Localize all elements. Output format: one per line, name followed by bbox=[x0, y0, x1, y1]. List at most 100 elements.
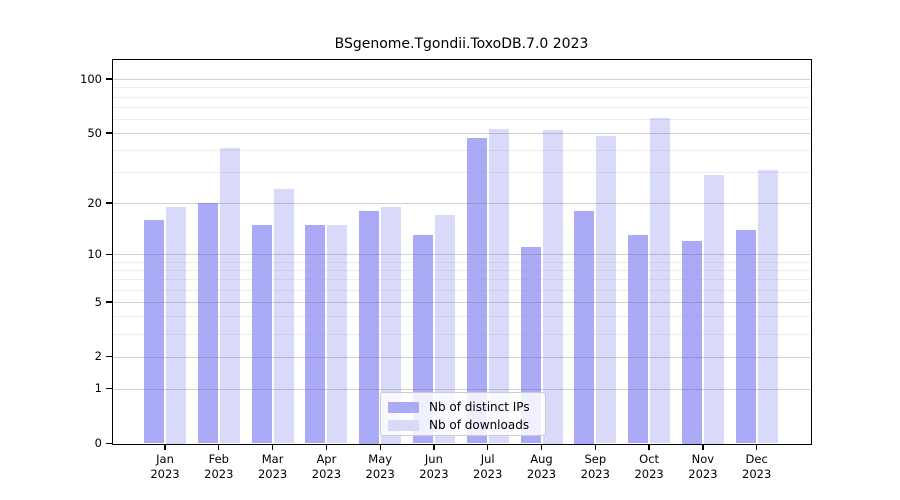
bar-distinct-ips-jun bbox=[412, 235, 433, 444]
bar-downloads-oct bbox=[650, 117, 671, 444]
x-label-year: 2023 bbox=[150, 467, 180, 481]
x-tick-may bbox=[379, 444, 381, 450]
bar-downloads-feb bbox=[219, 148, 240, 444]
bar-downloads-may bbox=[381, 207, 402, 444]
gridline-minor-40 bbox=[113, 150, 810, 152]
x-tick-label-feb: Feb 2023 bbox=[189, 452, 249, 482]
bar-distinct-ips-jul bbox=[466, 137, 487, 444]
bar-downloads-dec bbox=[757, 169, 778, 444]
x-tick-dec bbox=[756, 444, 758, 450]
bar-distinct-ips-apr bbox=[305, 224, 326, 444]
x-tick-label-sep: Sep 2023 bbox=[565, 452, 625, 482]
y-tick-10 bbox=[105, 253, 113, 255]
x-label-year: 2023 bbox=[526, 467, 557, 481]
x-label-month: Mar bbox=[261, 452, 284, 466]
x-label-year: 2023 bbox=[580, 467, 610, 481]
legend-label-downloads: Nb of downloads bbox=[429, 418, 530, 432]
x-tick-label-jul: Jul 2023 bbox=[458, 452, 518, 482]
x-label-month: Oct bbox=[639, 452, 660, 466]
x-tick-nov bbox=[702, 444, 704, 450]
x-label-year: 2023 bbox=[634, 467, 664, 481]
bar-distinct-ips-sep bbox=[574, 211, 595, 444]
bar-downloads-jul bbox=[488, 128, 509, 444]
x-label-year: 2023 bbox=[204, 467, 234, 481]
x-tick-sep bbox=[594, 444, 596, 450]
y-tick-label-1: 1 bbox=[94, 381, 102, 396]
y-tick-50 bbox=[105, 132, 113, 134]
chart-title: BSgenome.Tgondii.ToxoDB.7.0 2023 bbox=[334, 36, 589, 52]
bar-distinct-ips-feb bbox=[197, 203, 218, 444]
x-label-month: Jul bbox=[480, 452, 495, 466]
y-tick-5 bbox=[105, 301, 113, 303]
legend-swatch-downloads bbox=[388, 419, 419, 431]
x-label-month: Sep bbox=[584, 452, 607, 466]
bar-distinct-ips-nov bbox=[681, 241, 702, 444]
gridline-major-5 bbox=[113, 302, 810, 303]
gridline-minor-9 bbox=[113, 261, 810, 263]
x-tick-apr bbox=[325, 444, 328, 450]
y-tick-label-0: 0 bbox=[94, 436, 102, 450]
y-tick-2 bbox=[105, 356, 113, 358]
y-tick-label-2: 2 bbox=[94, 349, 102, 364]
bar-distinct-ips-jan bbox=[144, 219, 164, 444]
gridline-minor-4 bbox=[113, 316, 810, 318]
x-tick-label-aug: Aug 2023 bbox=[512, 452, 572, 482]
x-tick-aug bbox=[540, 444, 543, 450]
x-tick-label-jun: Jun 2023 bbox=[404, 452, 464, 482]
x-tick-label-mar: Mar 2023 bbox=[243, 452, 303, 482]
x-tick-label-dec: Dec 2023 bbox=[727, 452, 787, 482]
gridline-major-2 bbox=[113, 356, 810, 358]
bar-downloads-nov bbox=[703, 175, 724, 444]
x-label-year: 2023 bbox=[365, 467, 395, 481]
legend-item-distinct-ips: Nb of distinct IPs bbox=[388, 399, 537, 415]
x-tick-label-jan: Jan 2023 bbox=[135, 452, 195, 482]
x-label-year: 2023 bbox=[311, 467, 342, 481]
x-tick-label-apr: Apr 2023 bbox=[296, 452, 356, 482]
x-tick-mar bbox=[271, 444, 274, 450]
x-label-month: Aug bbox=[530, 452, 553, 466]
legend-label-distinct-ips: Nb of distinct IPs bbox=[429, 400, 530, 414]
y-tick-label-20: 20 bbox=[87, 195, 102, 210]
bar-downloads-mar bbox=[273, 189, 294, 444]
gridline-major-20 bbox=[113, 203, 810, 205]
x-tick-jul bbox=[487, 444, 489, 450]
x-label-month: Jun bbox=[424, 452, 443, 466]
bar-downloads-jan bbox=[166, 207, 186, 444]
bar-distinct-ips-mar bbox=[251, 224, 272, 444]
legend-item-downloads: Nb of downloads bbox=[388, 417, 537, 433]
x-label-month: May bbox=[368, 452, 393, 466]
x-label-month: Apr bbox=[316, 452, 337, 466]
x-tick-oct bbox=[648, 444, 650, 450]
x-label-year: 2023 bbox=[419, 467, 449, 481]
x-tick-label-oct: Oct 2023 bbox=[619, 452, 679, 482]
bar-downloads-apr bbox=[327, 224, 348, 444]
gridline-major-50 bbox=[113, 133, 810, 135]
x-tick-label-nov: Nov 2023 bbox=[673, 452, 733, 482]
x-label-year: 2023 bbox=[742, 467, 772, 481]
gridline-minor-30 bbox=[113, 172, 810, 174]
x-label-year: 2023 bbox=[473, 467, 503, 481]
legend-swatch-distinct-ips bbox=[388, 401, 419, 413]
gridline-minor-3 bbox=[113, 334, 810, 335]
y-tick-label-10: 10 bbox=[87, 246, 102, 261]
x-tick-jun bbox=[433, 444, 435, 450]
x-label-year: 2023 bbox=[688, 467, 718, 481]
x-tick-label-may: May 2023 bbox=[350, 452, 410, 482]
bar-distinct-ips-may bbox=[359, 211, 380, 444]
bar-downloads-aug bbox=[542, 130, 563, 444]
x-tick-feb bbox=[218, 444, 220, 450]
bar-downloads-jun bbox=[434, 215, 455, 444]
legend: Nb of distinct IPs Nb of downloads bbox=[380, 392, 546, 436]
x-label-month: Dec bbox=[745, 452, 768, 466]
y-tick-label-100: 100 bbox=[80, 71, 102, 86]
y-tick-label-50: 50 bbox=[87, 125, 102, 140]
y-tick-20 bbox=[105, 202, 113, 204]
bar-distinct-ips-dec bbox=[735, 229, 756, 444]
bar-downloads-sep bbox=[596, 136, 617, 444]
gridline-minor-90 bbox=[113, 87, 810, 89]
y-tick-1 bbox=[105, 388, 113, 390]
gridline-minor-70 bbox=[113, 106, 810, 108]
gridline-major-1 bbox=[113, 388, 810, 390]
gridline-minor-8 bbox=[113, 270, 810, 271]
